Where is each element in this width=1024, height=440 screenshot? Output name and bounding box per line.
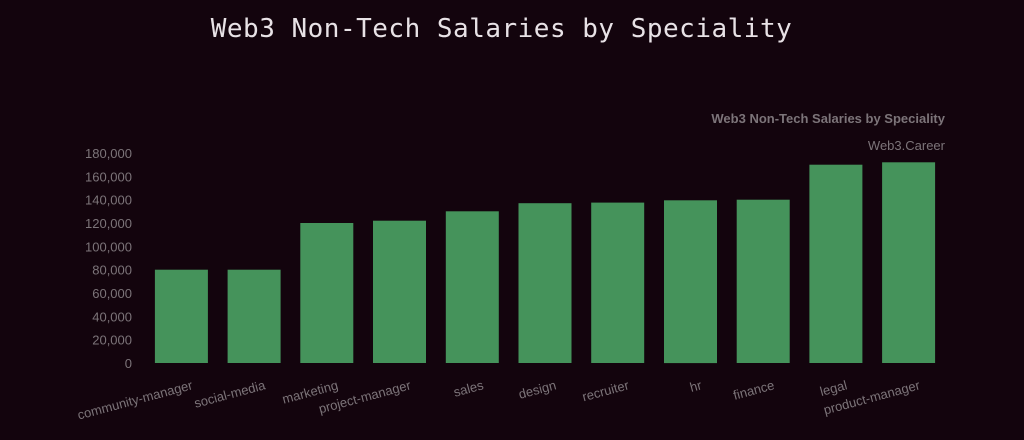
y-tick-label: 80,000 [92, 263, 132, 278]
bar-hr[interactable] [664, 200, 717, 364]
x-tick-label: legal [818, 377, 849, 399]
bar-design[interactable] [518, 203, 572, 363]
bar-product-manager[interactable] [882, 162, 936, 363]
bar-marketing[interactable] [300, 223, 354, 363]
chart-title: Web3 Non-Tech Salaries by Speciality [711, 111, 945, 126]
y-tick-label: 40,000 [92, 309, 132, 324]
x-tick-label: sales [452, 377, 486, 399]
x-tick-label: finance [732, 377, 776, 402]
x-tick-label: social-media [192, 377, 267, 411]
bar-social-media[interactable] [227, 269, 281, 363]
y-tick-label: 180,000 [85, 146, 132, 161]
chart-subtitle: Web3.Career [868, 138, 946, 153]
x-tick-label: hr [688, 377, 704, 395]
y-axis: 0 20,000 40,000 60,000 80,000 100,000 120,000 1… [85, 146, 132, 371]
bar-sales[interactable] [445, 211, 499, 363]
page-title: Web3 Non-Tech Salaries by Speciality [210, 14, 793, 44]
x-tick-label: community-manager [76, 377, 195, 422]
y-tick-label: 20,000 [92, 333, 132, 348]
bar-recruiter[interactable] [591, 202, 645, 363]
bar-community-manager[interactable] [154, 269, 208, 363]
y-tick-label: 0 [125, 356, 132, 371]
y-tick-label: 100,000 [85, 239, 132, 254]
y-tick-label: 60,000 [92, 286, 132, 301]
y-tick-label: 140,000 [85, 193, 132, 208]
x-tick-label: design [517, 377, 558, 401]
bar-legal[interactable] [809, 164, 863, 363]
y-tick-label: 160,000 [85, 169, 132, 184]
bar-project-manager[interactable] [373, 220, 426, 363]
y-tick-label: 120,000 [85, 216, 132, 231]
bar-finance[interactable] [736, 199, 790, 363]
x-tick-label: recruiter [581, 377, 632, 404]
bars [154, 162, 936, 364]
